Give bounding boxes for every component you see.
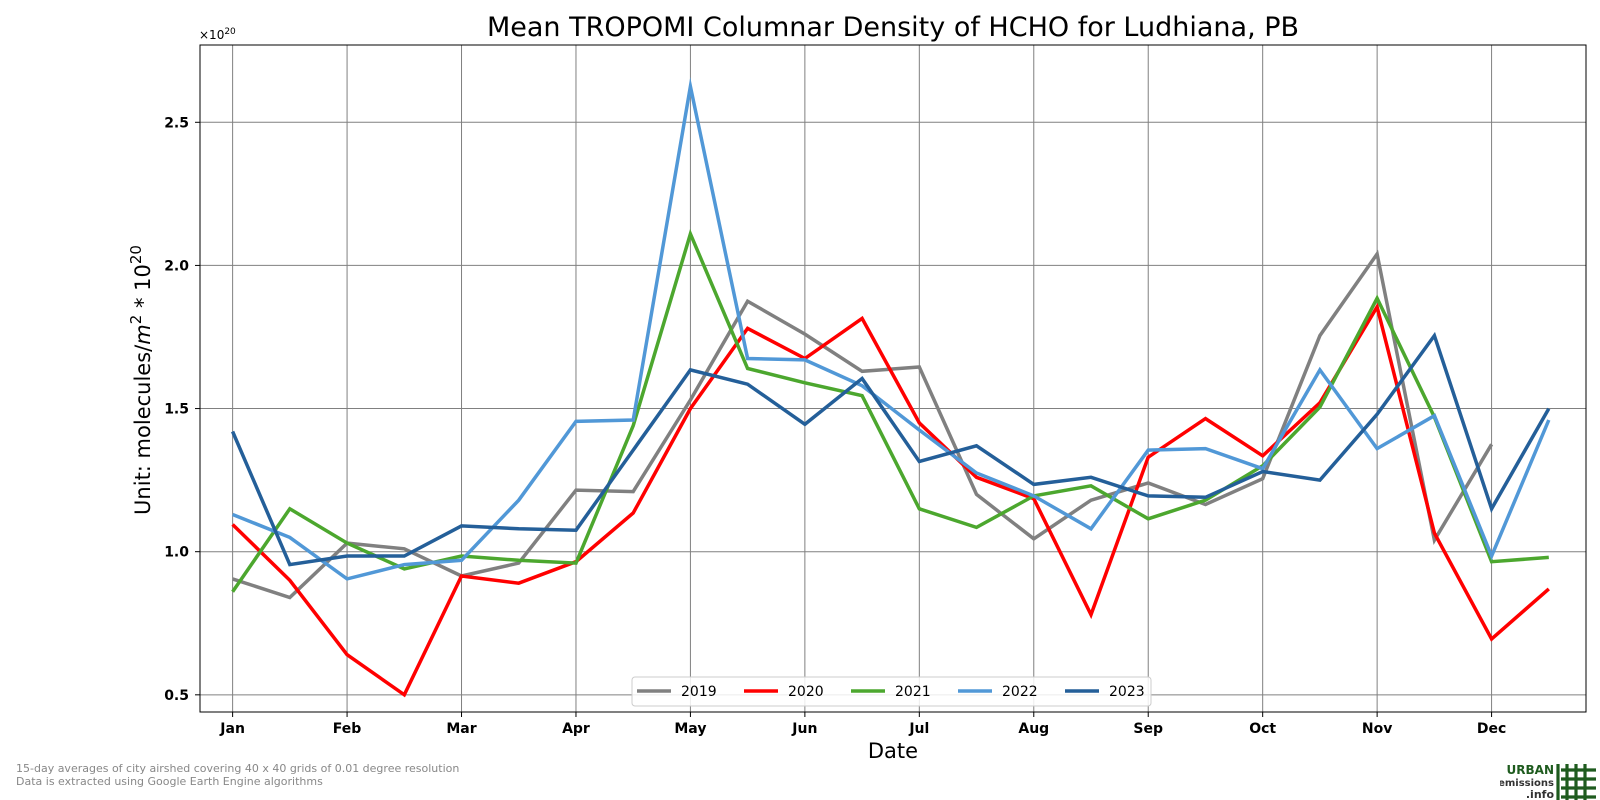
- legend-label-2019: 2019: [681, 684, 717, 700]
- legend-label-2023: 2023: [1109, 684, 1145, 700]
- grid: [200, 45, 1586, 712]
- x-tick-labels: Jan Feb Mar Apr May Jun Jul Aug Sep Oct Nov Dec: [219, 712, 1506, 737]
- logo-line-1: URBAN: [1507, 763, 1554, 777]
- logo-line-3: .info: [1526, 788, 1555, 800]
- legend-label-2021: 2021: [895, 684, 931, 700]
- x-tick-label: Sep: [1133, 721, 1163, 737]
- y-tick-label: 0.5: [164, 688, 189, 704]
- urban-emissions-logo: URBAN emissions .info: [1500, 763, 1596, 800]
- series-lines: [230, 77, 1551, 698]
- footnote-1: 15-day averages of city airshed covering…: [16, 762, 460, 775]
- y-tick-labels: 0.5 1.0 1.5 2.0 2.5: [164, 115, 200, 704]
- series-line-2023: [230, 331, 1551, 567]
- x-tick-label: Jul: [908, 721, 929, 737]
- x-tick-label: Nov: [1362, 721, 1392, 737]
- series-line-2021: [231, 228, 1549, 593]
- legend: 2019 2020 2021 2022 2023: [631, 676, 1152, 707]
- series-line-2022: [231, 77, 1551, 581]
- x-tick-label: Feb: [333, 721, 362, 737]
- x-tick-label: Apr: [562, 721, 590, 737]
- y-axis-label: Unit: molecules/m2 * 1020: [127, 245, 155, 515]
- footnote-2: Data is extracted using Google Earth Eng…: [16, 775, 323, 788]
- plot-frame: [199, 44, 1587, 713]
- x-tick-label: Aug: [1018, 721, 1049, 737]
- grid-icon: [1556, 764, 1596, 800]
- chart-title: Mean TROPOMI Columnar Density of HCHO fo…: [487, 12, 1299, 43]
- logo-line-2: emissions: [1500, 778, 1554, 789]
- x-tick-label: Dec: [1477, 721, 1506, 737]
- series-line-2019: [232, 249, 1494, 600]
- y-tick-label: 1.0: [164, 545, 189, 561]
- legend-label-2020: 2020: [788, 684, 824, 700]
- legend-box: [631, 676, 1152, 707]
- series-line-2020: [231, 302, 1550, 698]
- x-axis-label: Date: [868, 739, 918, 763]
- x-tick-label: Mar: [446, 721, 476, 737]
- legend-label-2022: 2022: [1002, 684, 1038, 700]
- y-tick-label: 1.5: [164, 402, 189, 418]
- x-tick-label: May: [674, 721, 706, 737]
- y-tick-label: 2.5: [164, 115, 189, 131]
- x-tick-label: Jan: [219, 721, 245, 737]
- y-tick-label: 2.0: [164, 258, 189, 274]
- x-tick-label: Jun: [791, 721, 817, 737]
- x-tick-label: Oct: [1249, 721, 1276, 737]
- y-offset-text: ×1020: [199, 27, 236, 42]
